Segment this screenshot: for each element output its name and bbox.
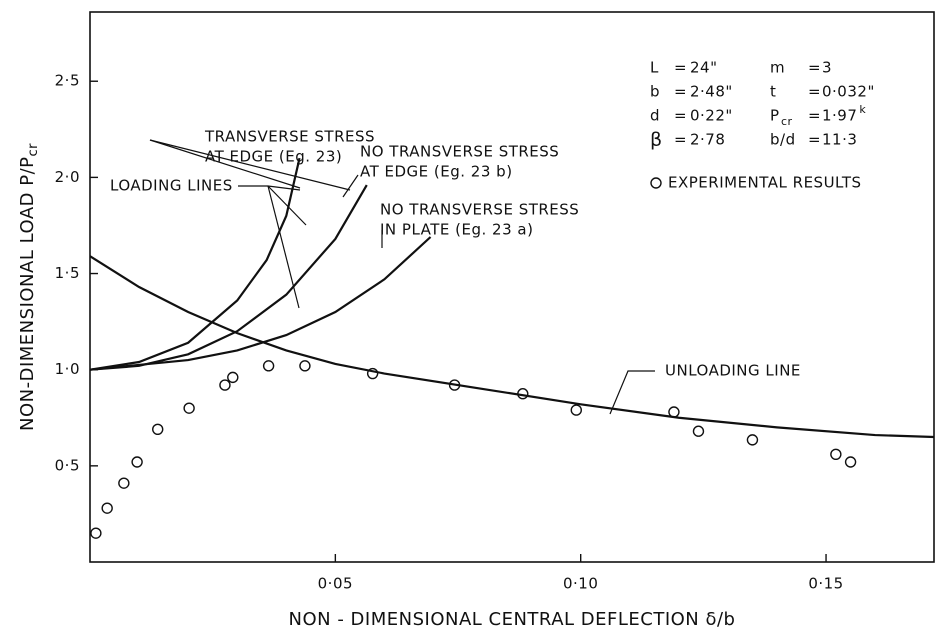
param-sup: k [859,103,866,116]
data-point [219,379,231,391]
data-point [90,527,102,539]
x-tick-label: 0·15 [808,575,843,593]
legend-marker [650,177,662,189]
data-point [152,423,164,436]
y-tick-label: 2·5 [55,72,80,90]
leader-line [342,174,359,198]
data-point [746,434,759,446]
y-axis-label: NON-DIMENSIONAL LOAD P/Pcr [17,143,41,431]
leader-line [267,185,307,226]
y-tick-label: 1·5 [55,264,80,282]
param-equals: = [674,107,687,125]
data-point [183,402,195,414]
param-sub: cr [781,115,793,128]
leader-line [609,370,655,415]
param-equals: = [808,131,821,149]
curve-annotation: UNLOADING LINE [665,362,801,380]
data-point [517,388,529,400]
data-point [448,379,461,391]
param-value: 2·78 [690,131,725,149]
param-symbol: L [650,59,659,77]
curve-annotation: IN PLATE (Eg. 23 a) [380,221,533,239]
x-tick-label: 0·05 [318,575,353,593]
param-value: 3 [822,59,832,77]
x-axis-label: NON - DIMENSIONAL CENTRAL DEFLECTION δ/b [289,609,736,630]
param-symbol: β [650,129,663,151]
param-value: 2·48" [690,83,733,101]
curve-annotation: TRANSVERSE STRESS [204,128,375,146]
param-value: 11·3 [822,131,857,149]
param-symbol: P [770,107,780,125]
y-axis-label-sub: cr [26,143,41,157]
param-symbol: m [770,59,785,77]
y-tick-label: 1·0 [55,360,80,378]
param-symbol: b [650,83,660,101]
curve [89,157,301,371]
param-value: 0·22" [690,107,733,125]
data-point [844,456,857,468]
y-axis-label-main: NON-DIMENSIONAL LOAD P/P [17,157,38,431]
data-point [299,360,311,372]
curve [89,255,935,439]
curve-annotation: NO TRANSVERSE STRESS [360,143,559,161]
curve [89,236,432,371]
data-point [668,406,680,418]
data-point [118,477,130,489]
param-equals: = [674,131,687,149]
data-point [366,367,379,380]
param-value: 0·032" [822,83,875,101]
data-point [101,502,113,514]
param-symbol: t [770,83,776,101]
param-equals: = [674,59,687,77]
curve [89,184,368,371]
param-symbol: d [650,107,660,125]
leader-line [149,139,351,191]
leader-line [149,139,301,189]
curve-annotation: AT EDGE (Eg. 23 b) [360,163,513,181]
param-equals: = [808,59,821,77]
data-point [131,456,143,468]
param-equals: = [808,107,821,125]
param-symbol: b/d [770,131,796,149]
y-tick-label: 2·0 [55,168,80,186]
loading-lines-label: LOADING LINES [110,177,233,195]
param-equals: = [808,83,821,101]
curve-annotation: NO TRANSVERSE STRESS [380,201,579,219]
data-point [570,404,582,416]
param-value: 24" [690,59,718,77]
param-value: 1·97 [822,107,857,125]
data-point [692,425,705,437]
y-tick-label: 0·5 [55,456,80,474]
x-tick-label: 0·10 [563,575,598,593]
leader-line [267,185,300,309]
plot-frame [89,11,935,563]
data-point [262,360,275,372]
param-equals: = [674,83,687,101]
data-point [830,448,842,461]
legend-label: EXPERIMENTAL RESULTS [668,174,862,192]
data-point [227,371,239,384]
curve-annotation: AT EDGE (Eg. 23) [205,148,342,166]
